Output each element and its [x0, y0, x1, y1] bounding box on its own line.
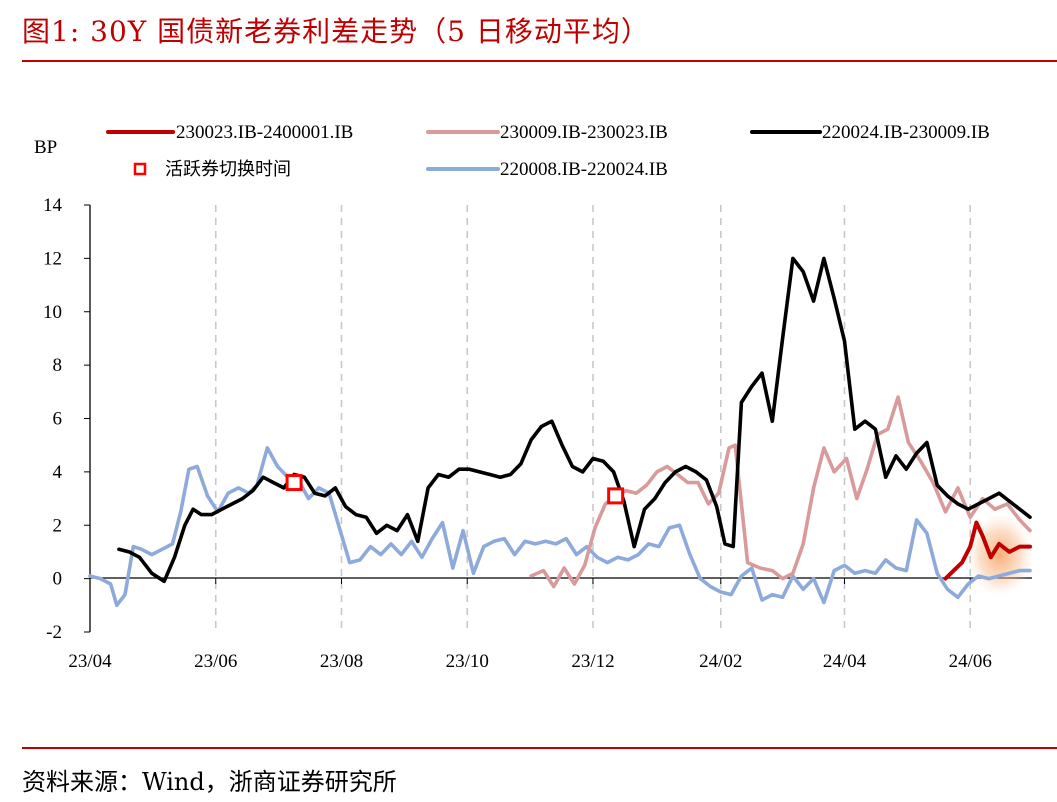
x-tick-label: 24/04 [823, 651, 867, 672]
y-ticks: -2 0 2 4 6 8 10 12 14 [43, 195, 90, 643]
x-tick-label: 23/10 [446, 651, 489, 672]
legend-swatch [133, 162, 147, 176]
x-tick-label: 23/04 [68, 651, 112, 672]
legend-item: 230009.IB-230023.IB [426, 122, 668, 143]
x-tick-label: 24/06 [949, 651, 992, 672]
legend: 230023.IB-2400001.IB 230009.IB-230023.IB 2… [106, 122, 990, 180]
source-note: 资料来源：Wind，浙商证券研究所 [22, 768, 397, 796]
y-tick-label: 0 [53, 569, 63, 590]
title-rule [22, 60, 1057, 62]
legend-item: 230023.IB-2400001.IB [106, 122, 353, 143]
legend-item: 活跃券切换时间 [133, 159, 291, 180]
legend-label: 220008.IB-220024.IB [500, 159, 668, 180]
switch-markers [285, 474, 625, 505]
axes: BP [34, 137, 1032, 632]
legend-label: 活跃券切换时间 [165, 159, 291, 180]
switch-marker [607, 487, 625, 505]
legend-label: 230023.IB-2400001.IB [176, 122, 353, 143]
series-lines [88, 256, 1032, 608]
x-tick-label: 24/02 [699, 651, 742, 672]
x-ticks: 23/04 23/06 23/08 23/10 23/12 24/02 24/04 24/06 [68, 578, 992, 672]
source-rule [22, 747, 1057, 749]
y-tick-label: 4 [53, 462, 63, 483]
y-tick-label: 10 [43, 302, 62, 323]
y-tick-label: -2 [46, 622, 62, 643]
figure-title: 图1: 30Y 国债新老券利差走势（5 日移动平均） [22, 15, 650, 48]
switch-marker [285, 474, 303, 492]
y-tick-label: 8 [53, 355, 63, 376]
y-tick-label: 14 [43, 195, 63, 216]
series-line-220024.IB-230009.IB [117, 256, 1032, 584]
x-tick-label: 23/08 [320, 651, 363, 672]
y-tick-label: 6 [53, 409, 63, 430]
legend-item: 220008.IB-220024.IB [426, 159, 668, 180]
x-tick-label: 23/06 [194, 651, 237, 672]
y-tick-label: 2 [53, 515, 63, 536]
vertical-gridlines [214, 205, 972, 632]
legend-item: 220024.IB-230009.IB [750, 122, 990, 143]
legend-label: 220024.IB-230009.IB [822, 122, 990, 143]
y-tick-label: 12 [43, 248, 62, 269]
y-axis-label: BP [34, 137, 57, 158]
series-line-230023.IB-2400001.IB [943, 520, 1032, 581]
series-line-230009.IB-230023.IB [529, 395, 1032, 589]
legend-label: 230009.IB-230023.IB [500, 122, 668, 143]
series-line-220008.IB-220024.IB [88, 446, 1032, 608]
x-tick-label: 23/12 [571, 651, 614, 672]
